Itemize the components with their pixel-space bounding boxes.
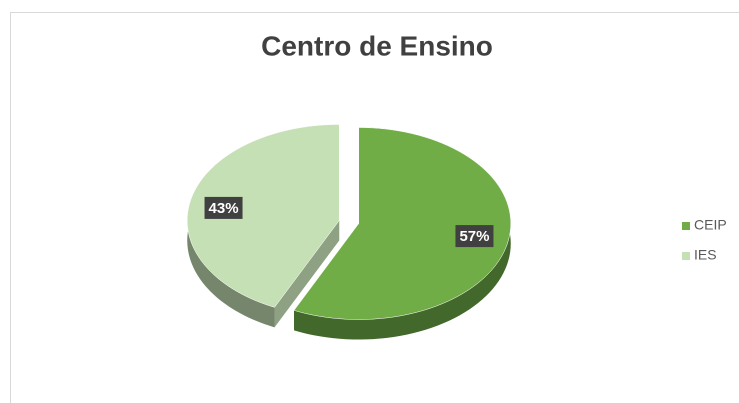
slice-side (294, 127, 511, 340)
legend-label: CEIP (694, 217, 727, 233)
legend-swatch (682, 252, 690, 260)
slice-cut-face (274, 220, 340, 328)
pie-slice: 43% (187, 124, 340, 328)
legend-label: IES (694, 247, 717, 263)
slice (293, 127, 512, 320)
chart-title: Centro de Ensino (261, 30, 493, 61)
data-label-box (204, 196, 243, 219)
data-label: 43% (209, 200, 239, 217)
data-label: 57% (459, 228, 489, 245)
legend-swatch (682, 222, 690, 230)
pie-slice: 57% (293, 127, 512, 340)
data-label-box (455, 225, 494, 248)
slice (187, 124, 340, 308)
